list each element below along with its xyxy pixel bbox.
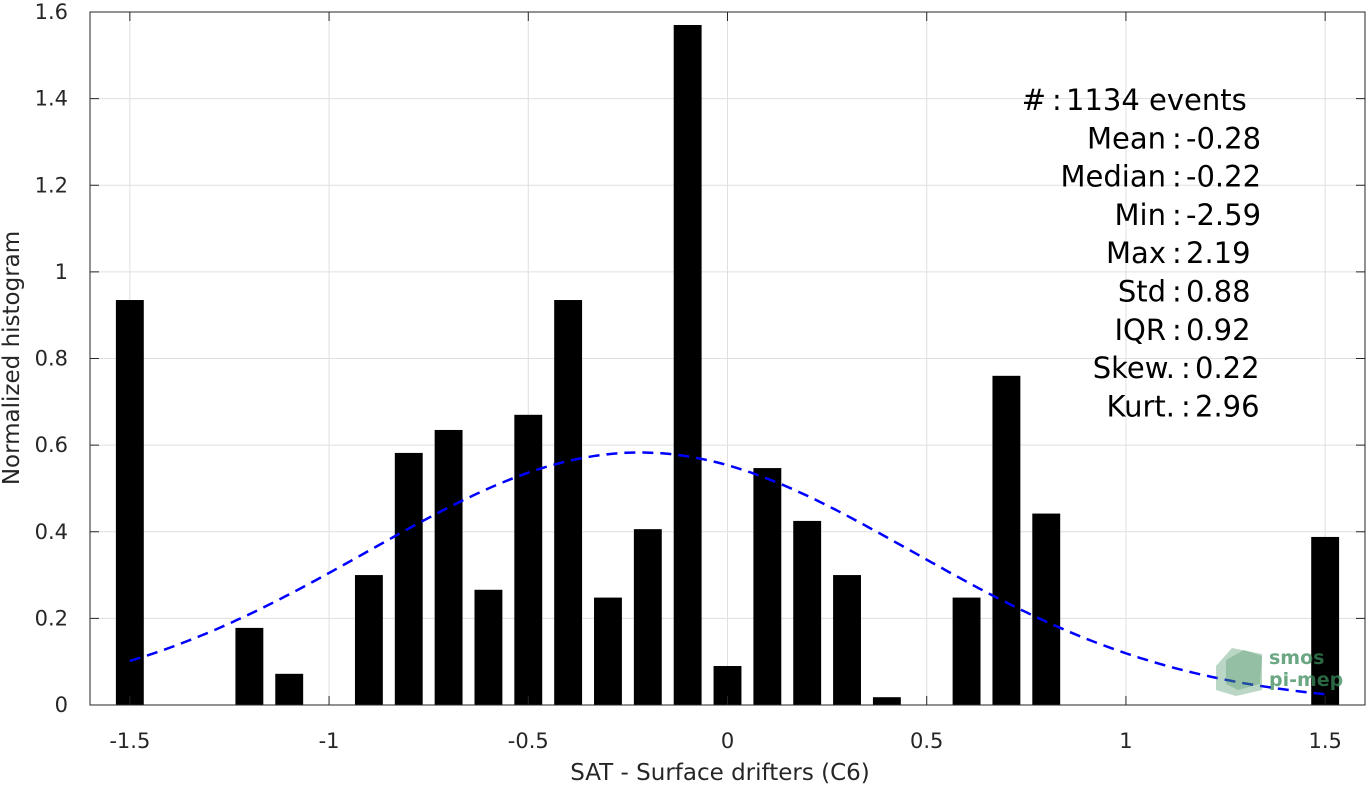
normal-fit-curve bbox=[129, 451, 1326, 696]
stats-label: Kurt. bbox=[1107, 389, 1175, 423]
histogram-bar bbox=[394, 452, 423, 705]
stats-value: 0.88 bbox=[1186, 275, 1251, 309]
stats-label: IQR bbox=[1114, 313, 1166, 347]
y-ticks: 0 0.2 0.4 0.6 0.8 1 1.2 1.4 1.6 bbox=[35, 0, 1365, 717]
histogram-bar bbox=[1311, 536, 1340, 705]
stats-label: Std bbox=[1118, 275, 1166, 309]
histogram-bar bbox=[434, 429, 463, 705]
stats-label: # bbox=[1022, 83, 1046, 117]
stats-value: -0.22 bbox=[1186, 160, 1261, 194]
stats-colon: : bbox=[1181, 389, 1191, 423]
fit-curve-group bbox=[129, 451, 1326, 696]
grid-lines bbox=[90, 11, 1365, 706]
stats-value: -0.28 bbox=[1186, 121, 1261, 155]
x-tick-label: -1.5 bbox=[109, 729, 150, 753]
y-tick-label: 0.4 bbox=[35, 520, 68, 544]
histogram-bar bbox=[833, 575, 861, 705]
x-tick-label: -0.5 bbox=[508, 729, 549, 753]
smos-pimep-logo: smos pi-mep bbox=[1216, 647, 1343, 696]
y-tick-label: 1 bbox=[55, 260, 68, 284]
stats-value: 2.96 bbox=[1195, 389, 1260, 423]
y-tick-label: 1.4 bbox=[35, 87, 68, 111]
stats-label: Mean bbox=[1087, 121, 1166, 155]
histogram-bar bbox=[992, 375, 1021, 705]
histogram-bar bbox=[474, 589, 503, 705]
histogram-bar bbox=[115, 300, 144, 705]
stats-label: Min bbox=[1115, 198, 1166, 232]
stats-value: 2.19 bbox=[1186, 236, 1251, 270]
y-axis-label: Normalized histogram bbox=[0, 231, 25, 485]
x-tick-label: 0.5 bbox=[910, 729, 943, 753]
x-tick-label: 0 bbox=[721, 729, 734, 753]
stats-value: 0.92 bbox=[1186, 313, 1251, 347]
stats-colon: : bbox=[1181, 351, 1191, 385]
y-tick-label: 0.2 bbox=[35, 606, 68, 630]
stats-colon: : bbox=[1052, 83, 1062, 117]
stats-colon: : bbox=[1172, 160, 1182, 194]
stats-colon: : bbox=[1172, 313, 1182, 347]
x-axis-label: SAT - Surface drifters (C6) bbox=[570, 760, 870, 785]
histogram-bar bbox=[1032, 513, 1061, 705]
stats-colon: : bbox=[1172, 236, 1182, 270]
histogram-bar bbox=[235, 627, 264, 705]
logo-leaf-icon-2 bbox=[1226, 650, 1262, 690]
y-tick-label: 0 bbox=[55, 693, 68, 717]
stats-colon: : bbox=[1172, 198, 1182, 232]
x-ticks: -1.5 -1 -0.5 0 0.5 1 1.5 bbox=[109, 12, 1342, 753]
stats-label: Max bbox=[1106, 236, 1166, 270]
histogram-bar bbox=[594, 597, 622, 705]
histogram-bar bbox=[275, 673, 304, 705]
histogram-bar bbox=[952, 597, 981, 705]
logo-text-line1: smos bbox=[1269, 647, 1324, 669]
histogram-bar bbox=[872, 697, 901, 705]
histogram-bar bbox=[554, 300, 583, 705]
histogram-bar bbox=[514, 414, 543, 705]
histogram-bar bbox=[633, 529, 662, 705]
stats-value: -2.59 bbox=[1186, 198, 1261, 232]
bars bbox=[115, 24, 1340, 705]
stats-colon: : bbox=[1172, 121, 1182, 155]
y-tick-label: 0.6 bbox=[35, 433, 68, 457]
y-tick-label: 0.8 bbox=[35, 347, 68, 371]
logo-leaf-icon bbox=[1216, 648, 1262, 696]
stats-value: 1134 events bbox=[1066, 83, 1247, 117]
histogram-bar bbox=[673, 24, 702, 705]
logo-text-line2: pi-mep bbox=[1269, 669, 1343, 691]
y-tick-label: 1.6 bbox=[35, 0, 68, 24]
stats-colon: : bbox=[1172, 275, 1182, 309]
stats-label: Median bbox=[1061, 160, 1166, 194]
x-tick-label: -1 bbox=[319, 729, 340, 753]
histogram-bar bbox=[753, 468, 782, 705]
x-tick-label: 1.5 bbox=[1308, 729, 1341, 753]
y-tick-label: 1.2 bbox=[35, 173, 68, 197]
stats-label: Skew. bbox=[1093, 351, 1175, 385]
histogram-bar bbox=[354, 575, 383, 705]
stats-value: 0.22 bbox=[1195, 351, 1260, 385]
x-tick-label: 1 bbox=[1119, 729, 1132, 753]
histogram-bar bbox=[793, 520, 822, 705]
